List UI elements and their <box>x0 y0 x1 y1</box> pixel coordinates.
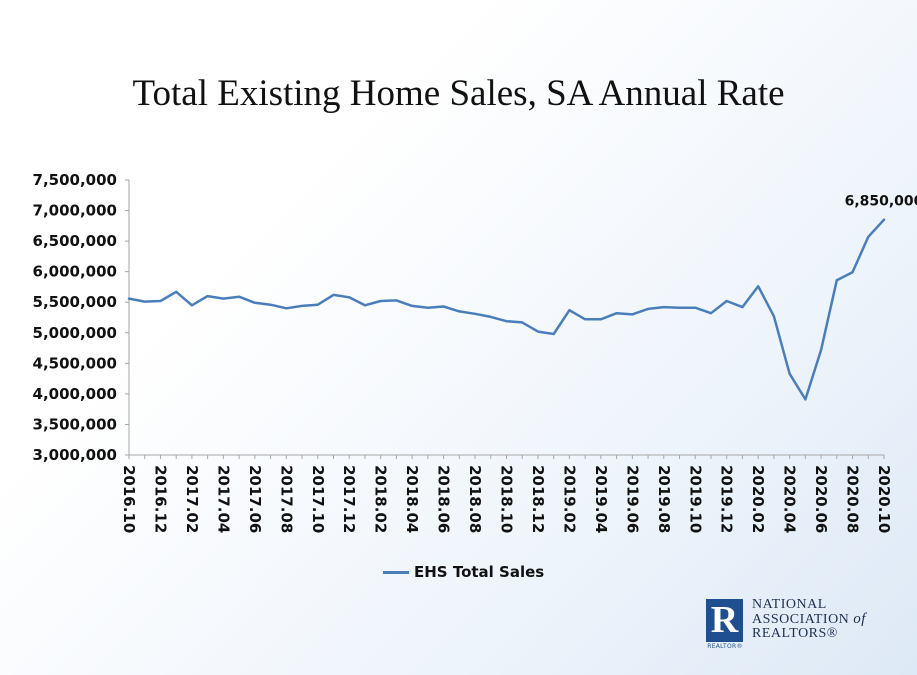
legend-swatch <box>383 570 409 574</box>
x-axis-ticks: 2016.10 2016.12 2017.02 2017.04 2017.06 2017.… <box>120 455 893 533</box>
y-tick-label: 6,000,000 <box>33 263 117 281</box>
annotations: 6,850,000 <box>845 194 917 210</box>
x-tick-label: 2020.02 <box>749 465 767 533</box>
axes <box>128 180 884 456</box>
x-tick-label: 2017.06 <box>246 465 264 533</box>
x-tick-label: 2017.10 <box>309 465 327 533</box>
x-tick-label: 2017.08 <box>277 465 295 533</box>
x-tick-label: 2019.08 <box>655 465 673 533</box>
x-tick-label: 2020.08 <box>844 465 862 533</box>
x-tick-label: 2019.06 <box>623 465 641 533</box>
x-tick-label: 2020.06 <box>812 465 830 533</box>
x-tick-label: 2019.10 <box>686 465 704 533</box>
x-tick-label: 2018.08 <box>466 465 484 533</box>
x-tick-label: 2018.12 <box>529 465 547 533</box>
x-tick-label: 2016.10 <box>120 465 138 533</box>
organization-name: NATIONAL ASSOCIATION of REALTORS® <box>752 598 866 641</box>
y-tick-label: 3,500,000 <box>33 415 117 433</box>
y-tick-label: 6,500,000 <box>33 232 117 250</box>
x-tick-label: 2017.04 <box>214 465 232 533</box>
series-lines <box>127 218 886 401</box>
x-tick-label: 2018.04 <box>403 465 421 533</box>
y-tick-label: 5,000,000 <box>33 324 117 342</box>
data-label: 6,850,000 <box>845 194 917 210</box>
x-tick-label: 2017.12 <box>340 465 358 533</box>
x-tick-label: 2020.10 <box>875 465 893 533</box>
realtor-r-icon: R <box>706 599 743 642</box>
legend-label: EHS Total Sales <box>414 563 545 581</box>
y-tick-label: 4,000,000 <box>33 385 117 403</box>
nar-logo: R REALTOR® NATIONAL ASSOCIATION of REALT… <box>706 598 906 659</box>
x-tick-label: 2018.02 <box>372 465 390 533</box>
y-tick-label: 7,500,000 <box>33 171 117 189</box>
chart-title: Total Existing Home Sales, SA Annual Rat… <box>132 73 785 114</box>
x-tick-label: 2020.04 <box>781 465 799 533</box>
x-tick-label: 2019.02 <box>560 465 578 533</box>
x-tick-label: 2017.02 <box>183 465 201 533</box>
x-tick-label: 2019.12 <box>718 465 736 533</box>
y-tick-label: 7,000,000 <box>33 202 117 220</box>
x-tick-label: 2019.04 <box>592 465 610 533</box>
realtor-mark-caption: REALTOR® <box>707 643 743 650</box>
series-line <box>127 218 886 401</box>
x-tick-label: 2018.10 <box>498 465 516 533</box>
y-axis-ticks: 3,000,000 3,500,000 4,000,000 4,500,000 5,00… <box>33 171 129 464</box>
y-tick-label: 4,500,000 <box>33 354 117 372</box>
org-line-3: REALTORS® <box>752 626 838 641</box>
y-tick-label: 5,500,000 <box>33 293 117 311</box>
legend: EHS Total Sales <box>383 563 544 581</box>
org-line-1: NATIONAL <box>752 597 827 612</box>
x-tick-label: 2018.06 <box>435 465 453 533</box>
x-tick-label: 2016.12 <box>151 465 169 533</box>
y-tick-label: 3,000,000 <box>33 446 117 464</box>
org-line-2: ASSOCIATION of <box>752 611 866 627</box>
line-chart: 3,000,000 3,500,000 4,000,000 4,500,000 5,00… <box>33 171 917 533</box>
